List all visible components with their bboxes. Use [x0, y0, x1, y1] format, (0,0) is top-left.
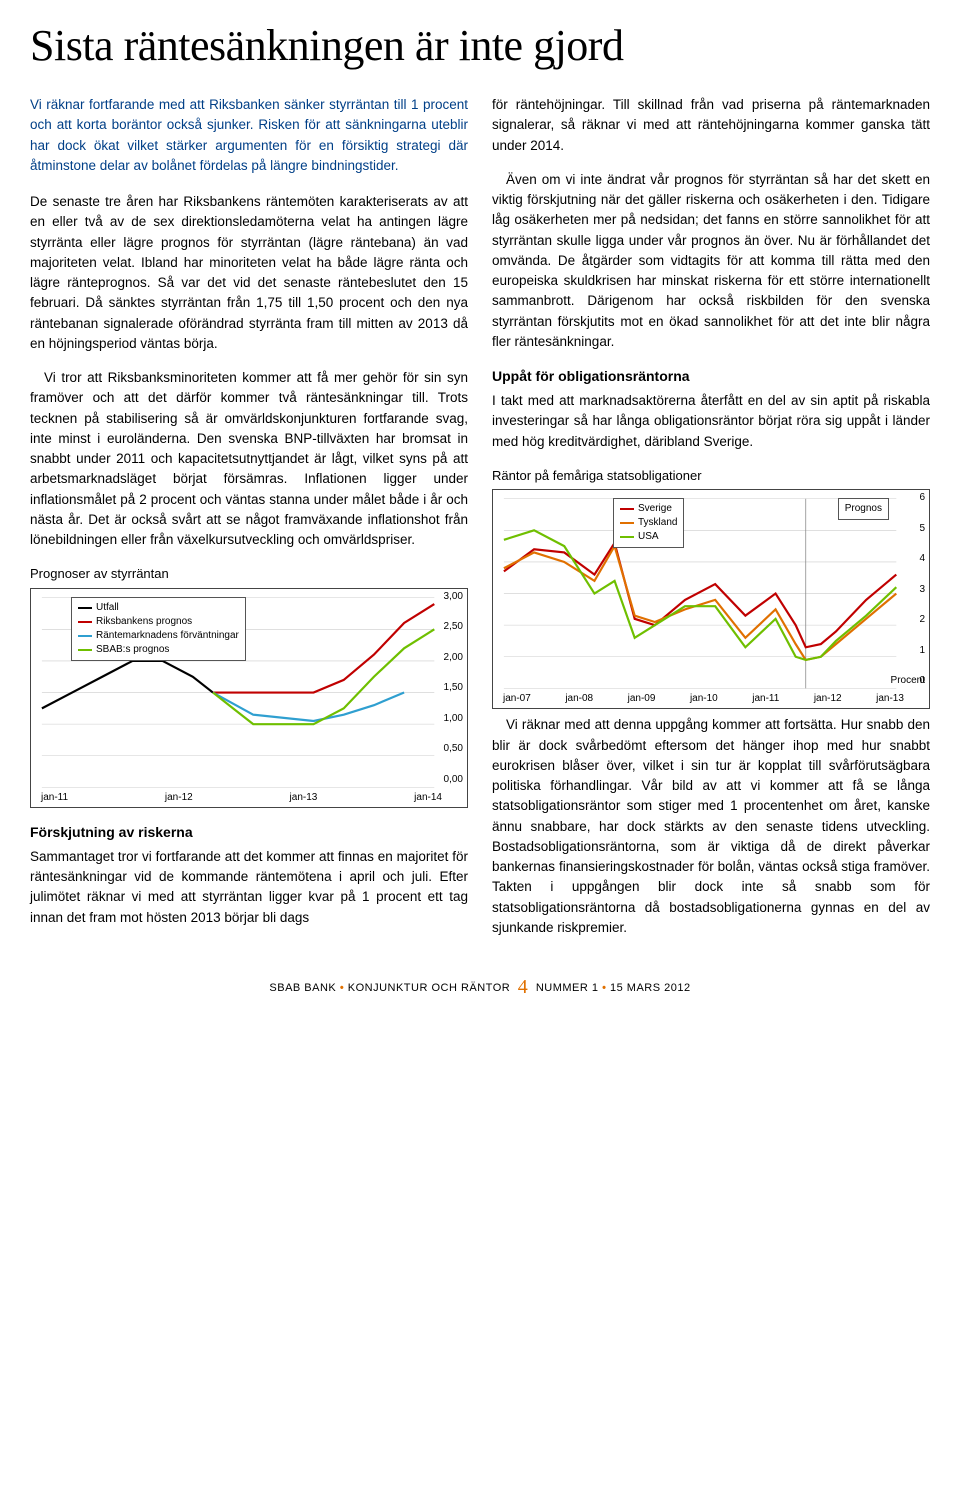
chart-legend: SverigeTysklandUSA — [613, 498, 684, 548]
body-paragraph: Vi räknar med att denna uppgång kommer a… — [492, 715, 930, 938]
footer-series: KONJUNKTUR OCH RÄNTOR — [348, 982, 510, 994]
body-paragraph: för räntehöjningar. Till skillnad från v… — [492, 95, 930, 156]
x-axis-labels: jan-11jan-12jan-13jan-14 — [41, 790, 442, 805]
bullet-icon: • — [602, 982, 606, 994]
prognos-label: Prognos — [838, 498, 889, 520]
y-axis-labels: 3,002,502,001,501,000,500,00 — [444, 589, 463, 787]
footer-date: 15 MARS 2012 — [610, 982, 691, 994]
subheading: Uppåt för obligationsräntorna — [492, 366, 930, 387]
lead-paragraph: Vi räknar fortfarande med att Riksbanken… — [30, 95, 468, 176]
page-number: 4 — [518, 976, 529, 998]
chart-legend: UtfallRiksbankens prognosRäntemarknadens… — [71, 597, 246, 661]
footer-issue: NUMMER 1 — [536, 982, 599, 994]
body-paragraph: Sammantaget tror vi fortfarande att det … — [30, 847, 468, 928]
body-paragraph: I takt med att marknadsaktörerna återfåt… — [492, 391, 930, 452]
subheading: Förskjutning av riskerna — [30, 822, 468, 843]
chart-caption: Prognoser av styrräntan — [30, 564, 468, 584]
page-footer: SBAB BANK • KONJUNKTUR OCH RÄNTOR 4 NUMM… — [30, 976, 930, 999]
chart-statsobligationer: SverigeTysklandUSA Prognos Procent 65432… — [492, 489, 930, 709]
body-paragraph: Även om vi inte ändrat vår prognos för s… — [492, 170, 930, 352]
column-left: Vi räknar fortfarande med att Riksbanken… — [30, 95, 468, 952]
chart-styrrantan: UtfallRiksbankens prognosRäntemarknadens… — [30, 588, 468, 808]
bullet-icon: • — [340, 982, 344, 994]
x-axis-labels: jan-07jan-08jan-09jan-10jan-11jan-12jan-… — [503, 691, 904, 706]
body-paragraph: Vi tror att Riksbanksminoriteten kommer … — [30, 368, 468, 550]
chart-caption: Räntor på femåriga statsobligationer — [492, 466, 930, 486]
page-title: Sista räntesänkningen är inte gjord — [30, 20, 930, 71]
body-paragraph: De senaste tre åren har Riksbankens ränt… — [30, 192, 468, 354]
y-axis-labels: 6543210 — [919, 490, 925, 688]
footer-brand: SBAB BANK — [269, 982, 336, 994]
column-right: för räntehöjningar. Till skillnad från v… — [492, 95, 930, 952]
